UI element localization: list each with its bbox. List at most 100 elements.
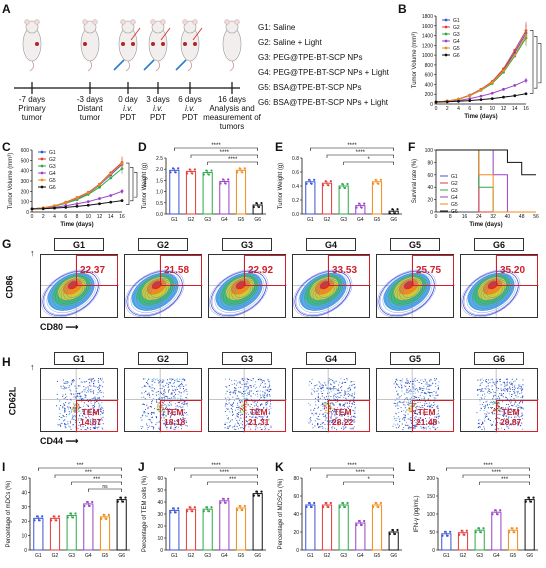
event-dot [95,400,98,402]
event-dot [102,423,104,425]
event-dot [82,416,84,418]
data-dot [241,508,244,512]
data-point [53,206,56,210]
event-dot [402,418,404,420]
timeline-event-text: 6 days [178,95,202,104]
event-dot [348,390,350,393]
event-dot [250,386,252,388]
event-dot [517,418,519,420]
event-dot [89,423,91,425]
event-dot [224,422,226,424]
event-dot [410,409,413,411]
significance-bracket [38,467,122,471]
event-dot [88,388,90,390]
event-dot [493,394,495,397]
event-dot [88,410,90,412]
event-dot [157,405,159,408]
event-dot [163,409,165,411]
event-dot [61,387,63,389]
event-dot [174,397,177,399]
event-dot [174,413,176,415]
event-dot [94,422,96,424]
event-dot [252,400,254,402]
event-dot [477,393,479,395]
data-dot [388,212,391,215]
event-dot [167,403,169,405]
event-dot [77,427,79,429]
event-dot [330,411,332,413]
event-dot [422,387,424,390]
event-dot [185,397,187,399]
event-dot [231,410,234,413]
event-dot [242,401,244,403]
event-dot [506,383,508,385]
event-dot [65,393,67,395]
mouse-head [25,20,39,34]
event-dot [241,383,243,385]
x-tick-label: G1 [171,217,178,223]
event-dot [330,389,332,391]
event-dot [499,397,501,400]
event-dot [316,390,318,392]
event-dot [521,389,523,391]
event-dot [151,378,153,381]
event-dot [100,413,102,415]
event-dot [68,403,70,405]
event-dot [238,419,241,421]
event-dot [486,404,488,407]
contour-line [125,269,185,318]
y-tick-label: 80 [293,476,299,482]
event-dot [85,429,87,431]
event-dot [62,414,64,416]
event-dot [516,378,518,380]
event-dot [235,380,237,382]
event-dot [91,424,93,426]
event-dot [94,427,96,429]
event-dot [74,421,76,424]
event-dot [343,413,346,415]
event-dot [169,420,171,422]
event-dot [393,423,395,425]
event-dot [167,390,170,392]
event-dot [514,401,516,403]
event-dot [411,419,413,421]
legend-item-g5: G5: BSA@TPE-BT-SCP NPs [258,83,362,92]
event-dot [246,386,248,388]
significance-label: **** [483,463,493,469]
event-dot [239,414,242,416]
x-tick-label: 2 [446,106,449,112]
event-dot [409,393,411,395]
event-dot [227,417,229,420]
event-dot [404,404,406,406]
event-dot [422,406,424,408]
event-dot [225,397,227,399]
event-dot [243,388,245,390]
event-dot [418,396,420,399]
event-dot [417,401,419,404]
event-dot [260,424,262,426]
data-point [98,183,101,187]
event-dot [98,397,100,399]
event-dot [500,408,502,410]
event-dot [92,391,94,393]
event-dot [90,385,92,387]
event-dot [89,378,91,380]
event-dot [414,410,416,412]
event-dot [520,387,523,389]
event-dot [186,403,188,405]
event-dot [143,404,145,406]
event-dot [405,390,407,392]
data-dot [121,500,125,503]
event-dot [331,414,333,416]
event-dot [507,427,510,429]
event-dot [164,411,166,413]
event-dot [318,426,320,428]
event-dot [242,404,244,406]
event-dot [498,410,500,412]
event-dot [515,416,517,418]
event-dot [79,385,81,387]
event-dot [186,425,188,427]
event-dot [72,407,74,409]
event-dot [484,416,487,419]
event-dot [401,381,403,383]
